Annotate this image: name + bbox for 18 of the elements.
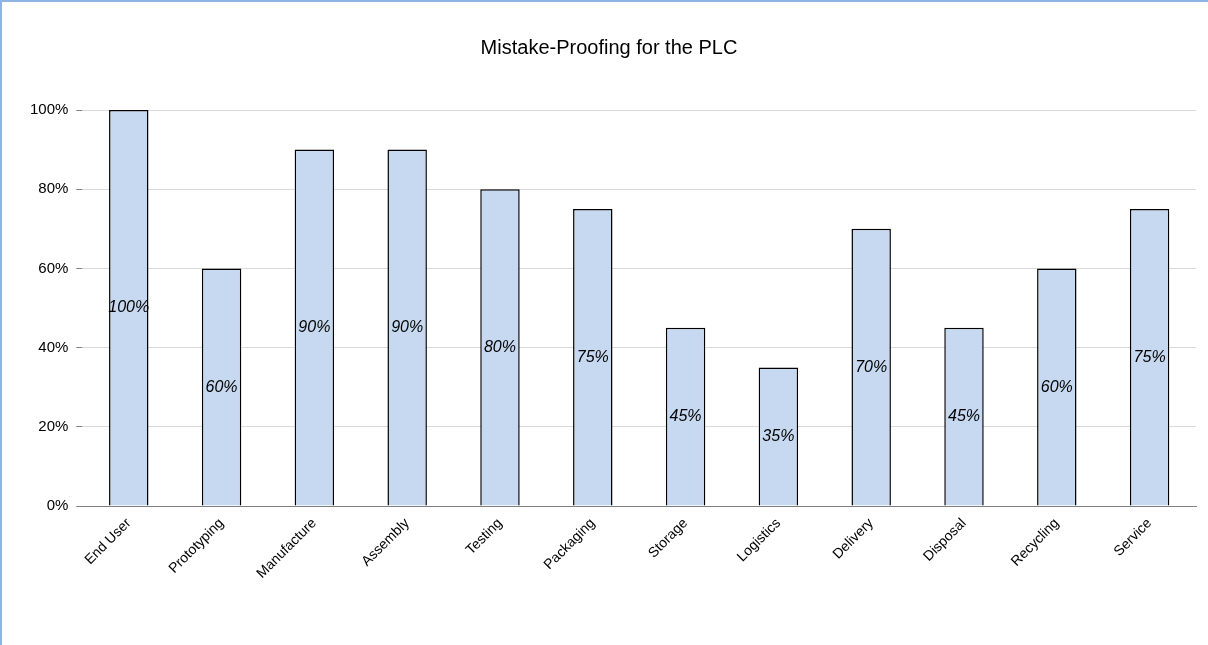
data-label: 75% — [1133, 348, 1166, 366]
data-label: 90% — [298, 318, 331, 336]
y-tick-label: 60% — [38, 258, 69, 276]
data-label: 90% — [391, 318, 424, 336]
data-label: 70% — [855, 357, 888, 375]
y-tick-label: 40% — [38, 337, 69, 355]
y-tick-label: 20% — [38, 417, 69, 435]
data-label: 60% — [1040, 377, 1073, 395]
data-label: 60% — [205, 377, 238, 395]
data-label: 80% — [483, 338, 516, 356]
data-label: 35% — [762, 427, 795, 445]
data-label: 45% — [947, 407, 981, 425]
chart-title: Mistake-Proofing for the PLC — [480, 35, 738, 58]
y-tick-label: 0% — [46, 496, 69, 514]
data-label: 45% — [669, 407, 702, 425]
data-label: 75% — [576, 348, 609, 366]
y-tick-label: 100% — [29, 100, 69, 118]
y-tick-label: 80% — [38, 179, 69, 197]
